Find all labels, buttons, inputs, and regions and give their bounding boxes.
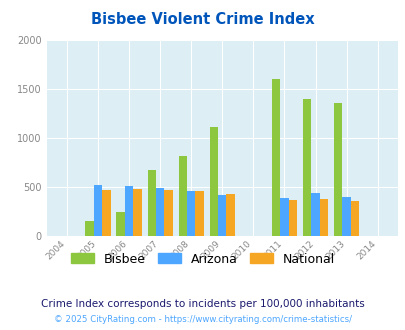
- Bar: [350, 201, 358, 236]
- Bar: [116, 213, 125, 236]
- Bar: [302, 99, 311, 236]
- Bar: [133, 189, 141, 236]
- Bar: [279, 198, 288, 236]
- Bar: [311, 193, 319, 236]
- Bar: [164, 190, 172, 236]
- Bar: [226, 194, 234, 236]
- Bar: [85, 221, 94, 236]
- Text: Bisbee Violent Crime Index: Bisbee Violent Crime Index: [91, 12, 314, 26]
- Legend: Bisbee, Arizona, National: Bisbee, Arizona, National: [67, 249, 338, 269]
- Text: © 2025 CityRating.com - https://www.cityrating.com/crime-statistics/: © 2025 CityRating.com - https://www.city…: [54, 315, 351, 324]
- Bar: [125, 186, 133, 236]
- Bar: [217, 195, 226, 236]
- Bar: [195, 191, 203, 236]
- Bar: [209, 127, 217, 236]
- Bar: [147, 170, 156, 236]
- Bar: [341, 197, 350, 236]
- Bar: [94, 185, 102, 236]
- Bar: [288, 200, 296, 236]
- Text: Crime Index corresponds to incidents per 100,000 inhabitants: Crime Index corresponds to incidents per…: [41, 299, 364, 309]
- Bar: [271, 79, 279, 236]
- Bar: [319, 199, 327, 236]
- Bar: [178, 156, 187, 236]
- Bar: [102, 190, 110, 236]
- Bar: [187, 191, 195, 236]
- Bar: [333, 103, 341, 236]
- Bar: [156, 188, 164, 236]
